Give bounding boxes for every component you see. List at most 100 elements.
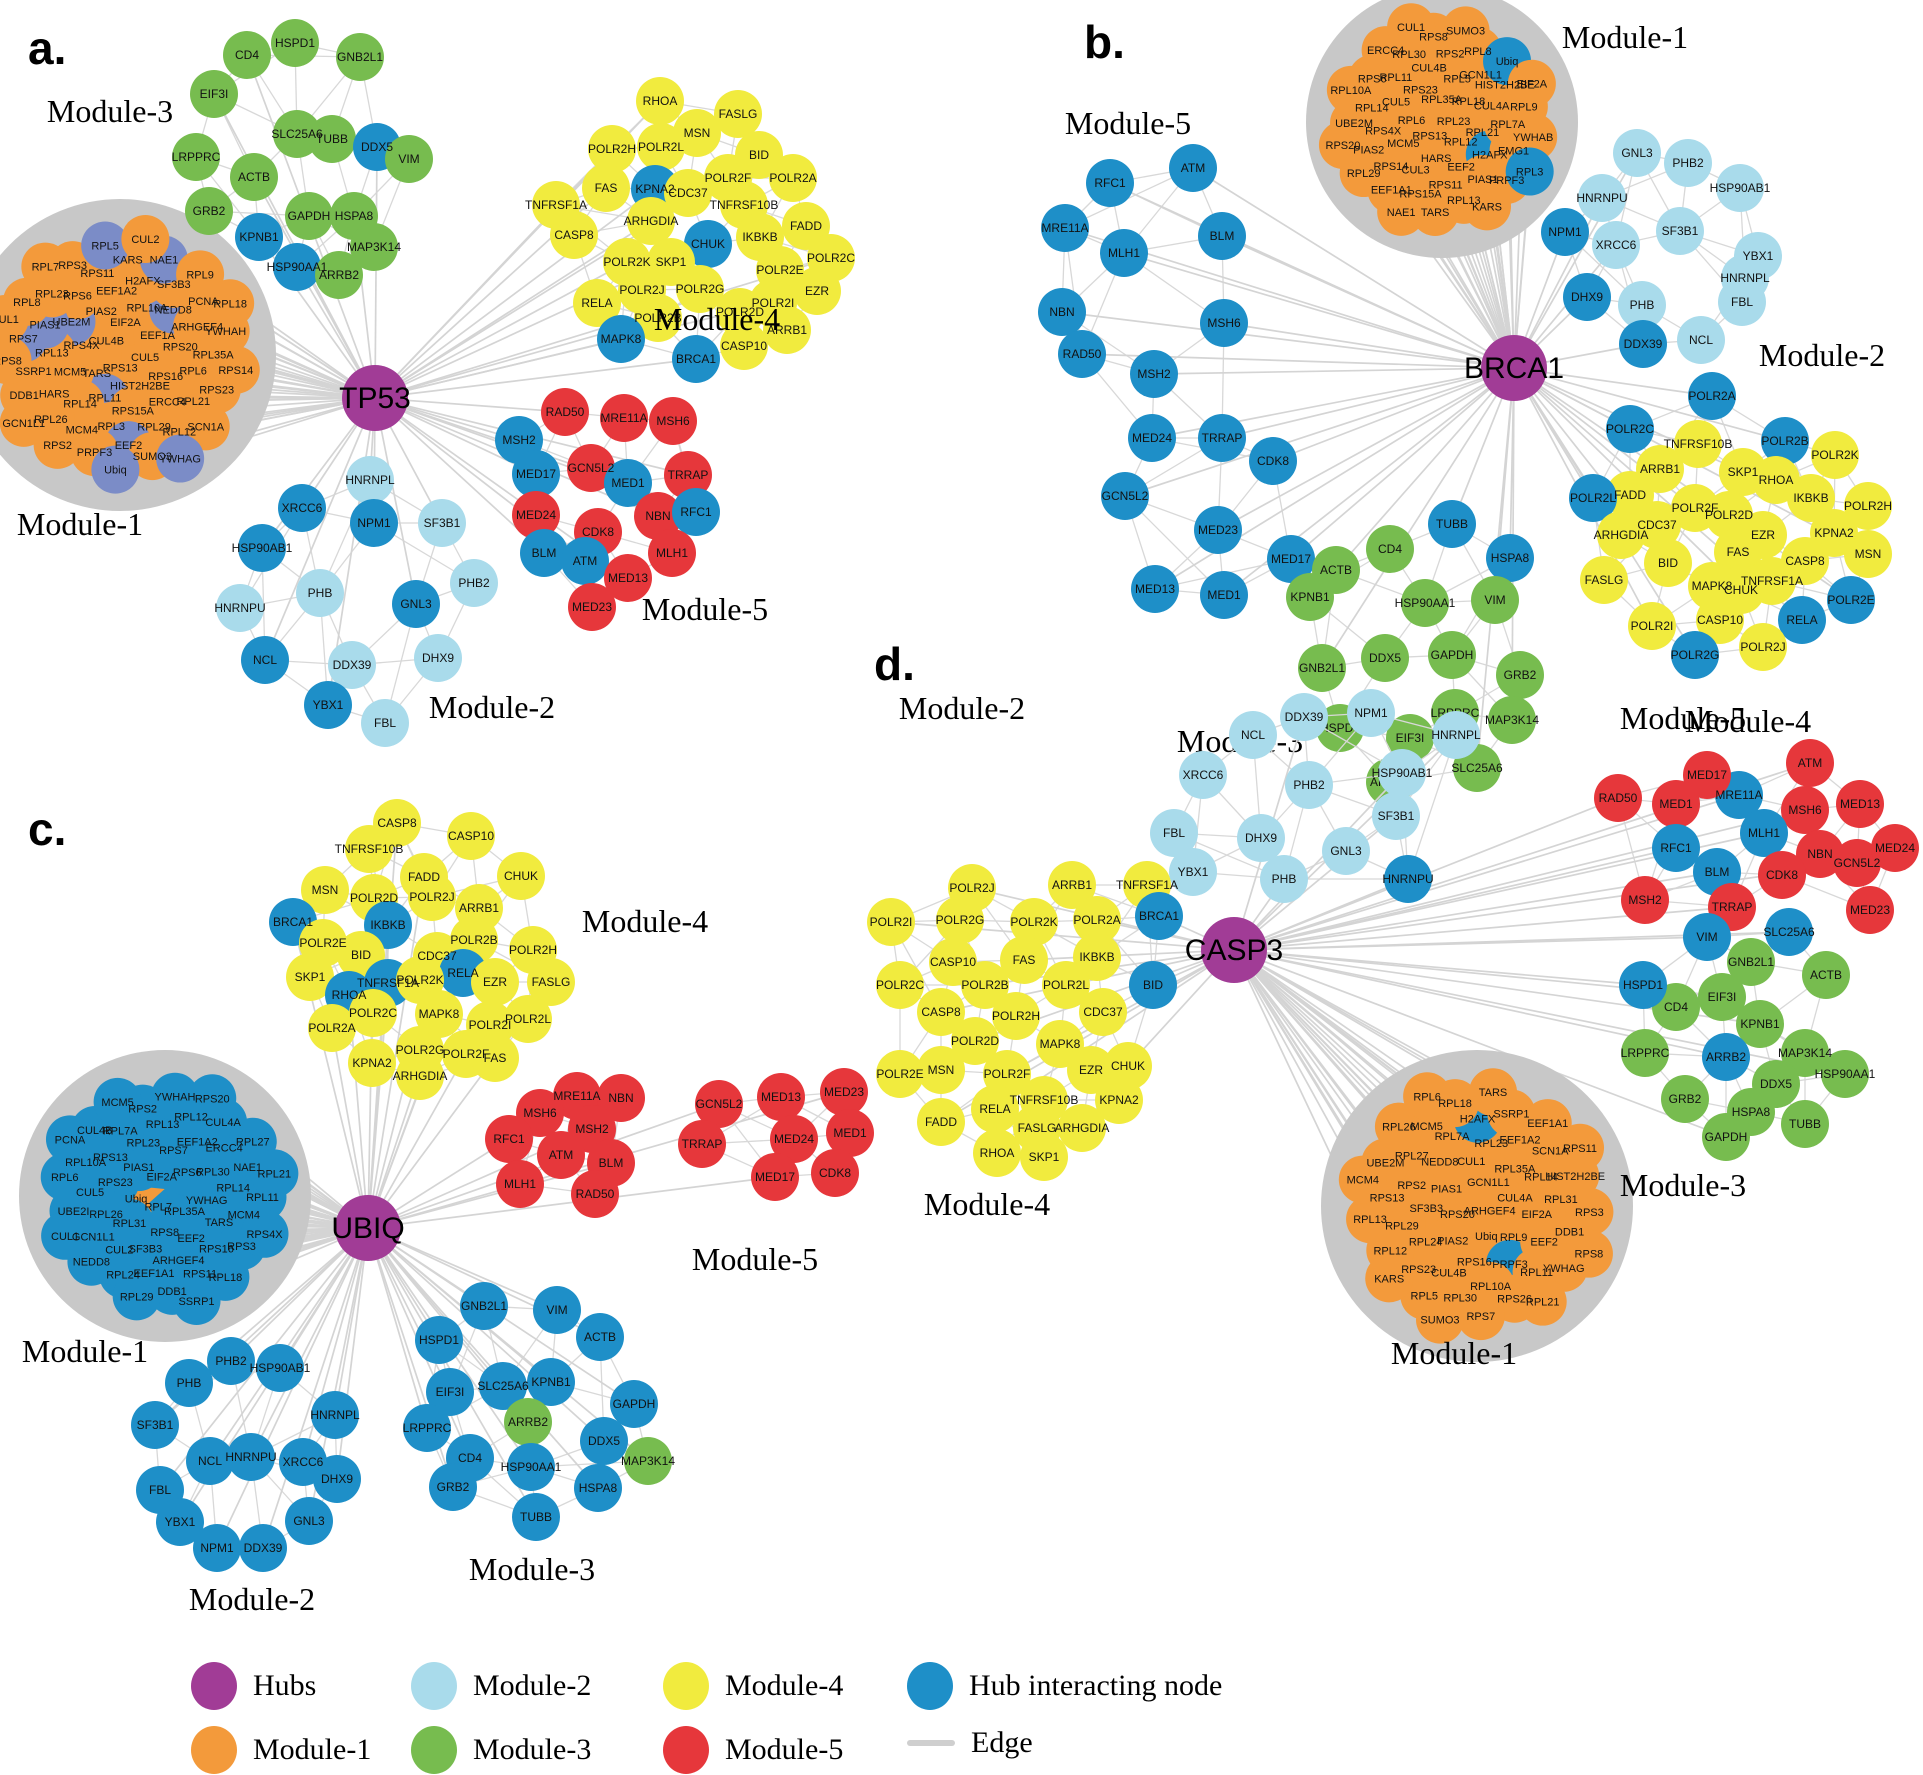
node-a-FAS[interactable] <box>582 164 630 212</box>
node-d-RFC1[interactable] <box>1652 824 1700 872</box>
node-b-MED13[interactable] <box>1131 565 1179 613</box>
node-c-PCNA[interactable] <box>45 1115 94 1164</box>
node-c-HSP90AB1[interactable] <box>256 1344 304 1392</box>
node-c-SKP1[interactable] <box>286 953 334 1001</box>
node-c-ACTB[interactable] <box>576 1313 624 1361</box>
node-a-RPL9[interactable] <box>176 250 225 299</box>
node-c-MED17[interactable] <box>751 1153 799 1201</box>
node-c-DHX9[interactable] <box>313 1455 361 1503</box>
node-b-CDC37[interactable] <box>1633 501 1681 549</box>
node-a-GNL3[interactable] <box>392 580 440 628</box>
node-b-ATM[interactable] <box>1169 144 1217 192</box>
node-b-KARS[interactable] <box>1463 182 1512 231</box>
node-b-DDX5[interactable] <box>1361 634 1409 682</box>
node-b-TNFRSF1A[interactable] <box>1748 557 1796 605</box>
node-c-SSRP1[interactable] <box>172 1276 221 1325</box>
node-a-RAD50[interactable] <box>541 388 589 436</box>
node-a-MED13[interactable] <box>604 554 652 602</box>
node-a-RPS2[interactable] <box>33 420 82 469</box>
node-b-MED24[interactable] <box>1128 414 1176 462</box>
node-d-POLR2H[interactable] <box>992 992 1040 1040</box>
node-a-RPL18[interactable] <box>206 279 255 328</box>
node-c-SF3B1[interactable] <box>131 1401 179 1449</box>
hub-node-UBIQ[interactable] <box>335 1195 401 1261</box>
node-a-RHOA[interactable] <box>636 77 684 125</box>
node-a-MSH6[interactable] <box>649 397 697 445</box>
node-d-MED13[interactable] <box>1836 780 1884 828</box>
node-a-EIF3I[interactable] <box>190 70 238 118</box>
node-d-ARRB2[interactable] <box>1702 1033 1750 1081</box>
node-b-NBN[interactable] <box>1038 288 1086 336</box>
node-b-XRCC6[interactable] <box>1592 221 1640 269</box>
node-a-POLR2A[interactable] <box>769 154 817 202</box>
node-d-POLR2A[interactable] <box>1073 896 1121 944</box>
node-d-TUBB[interactable] <box>1781 1100 1829 1148</box>
node-c-CHUK[interactable] <box>497 852 545 900</box>
node-d-BID[interactable] <box>1129 961 1177 1009</box>
node-a-GCN5L2[interactable] <box>567 444 615 492</box>
node-d-PHB[interactable] <box>1260 855 1308 903</box>
node-d-EZR[interactable] <box>1067 1046 1115 1094</box>
node-c-RPL6[interactable] <box>40 1152 89 1201</box>
node-c-POLR2C[interactable] <box>349 989 397 1037</box>
node-b-POLR2A[interactable] <box>1688 372 1736 420</box>
node-c-EIF3I[interactable] <box>426 1368 474 1416</box>
node-a-MRE11A[interactable] <box>600 394 648 442</box>
node-c-MCM5[interactable] <box>93 1077 142 1126</box>
node-c-RPS20[interactable] <box>188 1074 237 1123</box>
node-a-GAPDH[interactable] <box>285 192 333 240</box>
node-b-MRE11A[interactable] <box>1041 204 1089 252</box>
node-a-VIM[interactable] <box>385 135 433 183</box>
node-a-POLR2G[interactable] <box>676 265 724 313</box>
node-d-MCM4[interactable] <box>1338 1155 1387 1204</box>
node-b-NCL[interactable] <box>1677 316 1725 364</box>
node-d-POLR2K[interactable] <box>1010 898 1058 946</box>
node-c-TRRAP[interactable] <box>678 1120 726 1168</box>
hub-node-BRCA1[interactable] <box>1481 335 1547 401</box>
node-a-RFC1[interactable] <box>672 488 720 536</box>
node-d-POLR2I[interactable] <box>867 898 915 946</box>
node-a-CD4[interactable] <box>223 31 271 79</box>
node-b-GNL3[interactable] <box>1613 129 1661 177</box>
node-d-POLR2G[interactable] <box>936 896 984 944</box>
node-a-RELA[interactable] <box>573 279 621 327</box>
node-d-KARS[interactable] <box>1365 1254 1414 1303</box>
node-a-DHX9[interactable] <box>414 634 462 682</box>
node-c-YWHAH[interactable] <box>150 1072 199 1121</box>
node-d-MSH6[interactable] <box>1781 786 1829 834</box>
node-d-HNRNPL[interactable] <box>1432 711 1480 759</box>
node-c-EZR[interactable] <box>471 958 519 1006</box>
node-c-GAPDH[interactable] <box>610 1380 658 1428</box>
node-b-PHB2[interactable] <box>1664 139 1712 187</box>
node-c-MSN[interactable] <box>301 866 349 914</box>
node-c-TUBB[interactable] <box>512 1493 560 1541</box>
node-c-KPNB1[interactable] <box>527 1358 575 1406</box>
node-b-DHX9[interactable] <box>1563 273 1611 321</box>
node-a-POLR2L[interactable] <box>637 123 685 171</box>
node-b-KPNB1[interactable] <box>1286 573 1334 621</box>
node-a-NCL[interactable] <box>241 636 289 684</box>
node-d-BRCA1[interactable] <box>1135 892 1183 940</box>
node-b-GNB2L1[interactable] <box>1298 644 1346 692</box>
node-b-POLR2H[interactable] <box>1844 482 1892 530</box>
node-b-CDK8[interactable] <box>1249 437 1297 485</box>
node-b-ARHGDIA[interactable] <box>1597 511 1645 559</box>
node-c-MED1[interactable] <box>826 1109 874 1157</box>
node-a-RPS8[interactable] <box>0 336 32 385</box>
node-b-CASP10[interactable] <box>1696 596 1744 644</box>
node-c-FASLG[interactable] <box>527 958 575 1006</box>
node-a-KPNB1[interactable] <box>235 213 283 261</box>
node-d-MSH2[interactable] <box>1621 876 1669 924</box>
node-c-NBN[interactable] <box>597 1074 645 1122</box>
node-d-DHX9[interactable] <box>1237 814 1285 862</box>
node-d-GNL3[interactable] <box>1322 827 1370 875</box>
node-a-GRB2[interactable] <box>185 187 233 235</box>
node-a-ACTB[interactable] <box>230 153 278 201</box>
node-d-MED23[interactable] <box>1846 886 1894 934</box>
node-c-POLR2A[interactable] <box>308 1004 356 1052</box>
node-b-RELA[interactable] <box>1778 596 1826 644</box>
node-d-YBX1[interactable] <box>1169 848 1217 896</box>
node-c-PHB[interactable] <box>165 1359 213 1407</box>
node-d-FAS[interactable] <box>1000 936 1048 984</box>
node-d-MED24[interactable] <box>1871 824 1919 872</box>
